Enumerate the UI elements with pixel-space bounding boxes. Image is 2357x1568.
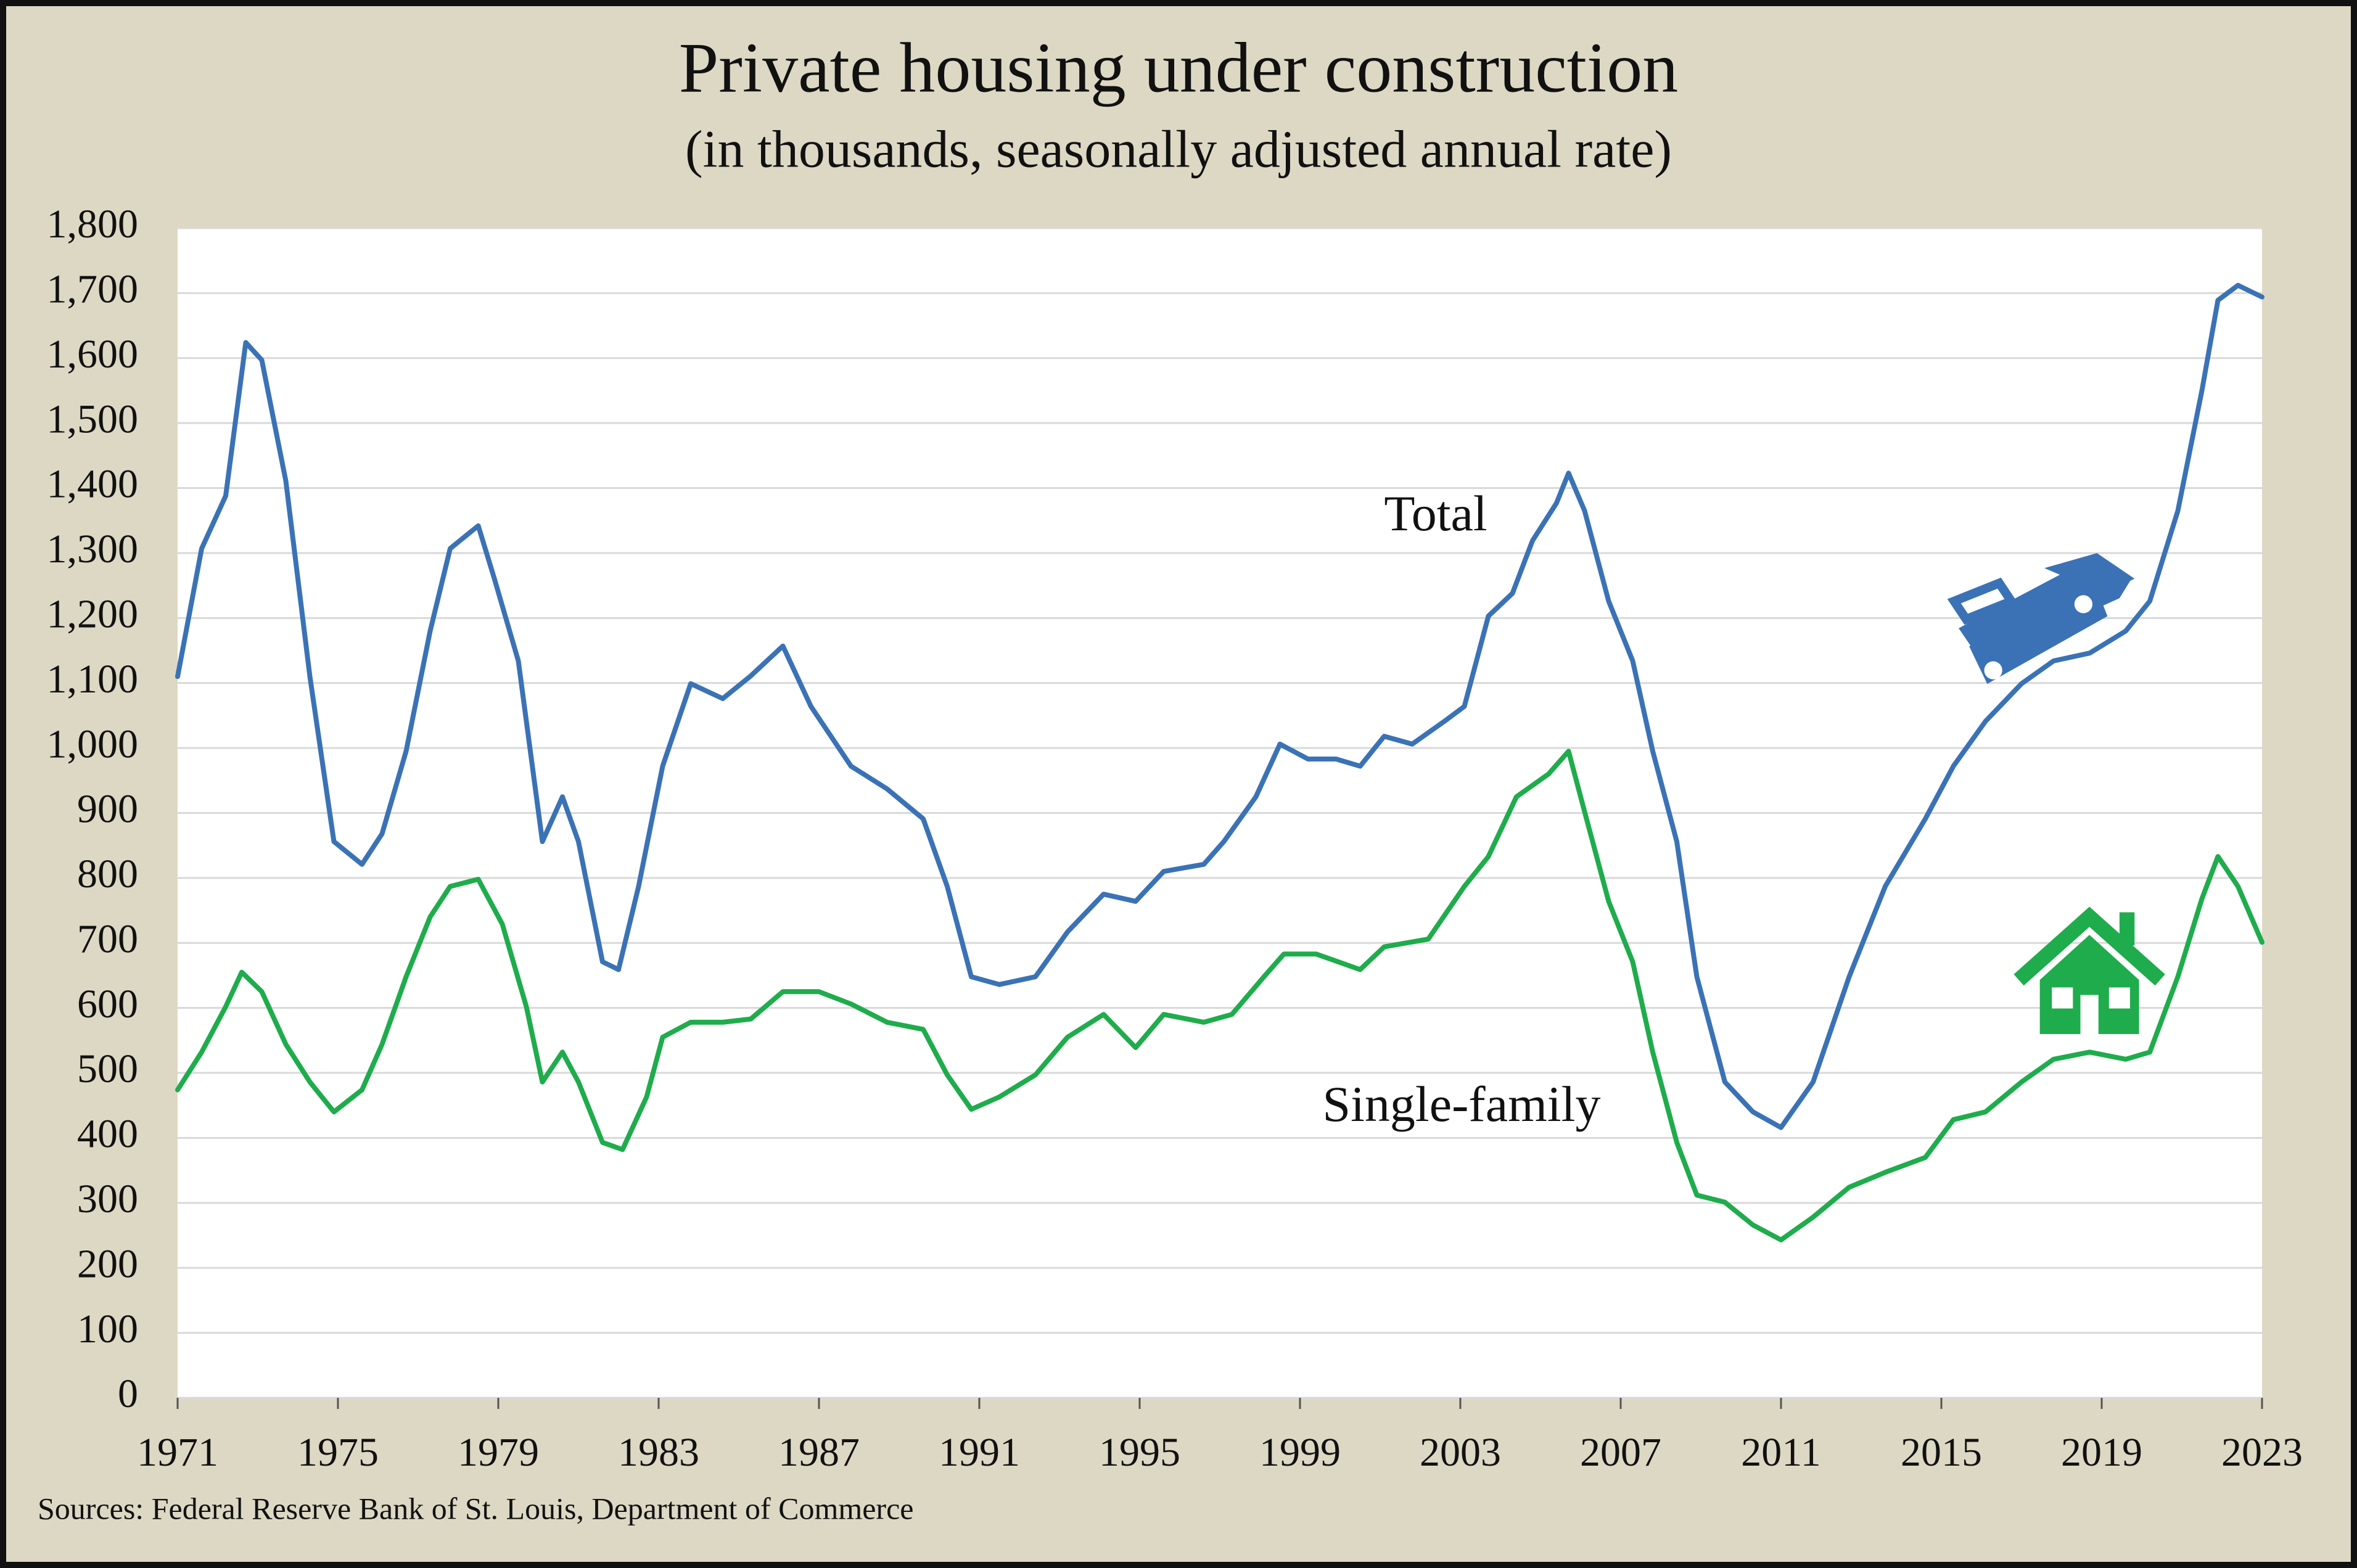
y-tick-label: 1,400 [47, 462, 139, 507]
annotation: Single-family [1323, 1076, 1601, 1132]
icons [1947, 553, 2165, 1034]
y-tick-label: 800 [77, 852, 138, 897]
x-tick-label: 1995 [1099, 1430, 1180, 1475]
data-line [175, 749, 2264, 1242]
y-tick-label: 400 [77, 1112, 138, 1157]
y-tick-label: 1,100 [47, 657, 139, 702]
y-tick-label: 1,200 [47, 591, 139, 636]
chart-title: Private housing under construction [679, 29, 1679, 108]
x-tick-label: 1983 [618, 1430, 699, 1475]
y-tick-label: 900 [77, 787, 138, 832]
y-tick-label: 500 [77, 1046, 138, 1091]
y-tick-label: 1,700 [47, 267, 139, 312]
x-tick-label: 2007 [1580, 1430, 1661, 1475]
house-icon [2014, 906, 2165, 1034]
y-tick-label: 600 [77, 982, 138, 1027]
bulldozer-icon [1947, 553, 2135, 684]
x-tick-label: 1975 [297, 1430, 379, 1475]
x-tick-label: 1979 [458, 1430, 539, 1475]
source: Sources: Federal Reserve Bank of St. Lou… [38, 1491, 913, 1525]
y-tick-label: 1,800 [47, 202, 139, 247]
y-tick-label: 200 [77, 1241, 138, 1286]
y-tick-label: 1,000 [47, 721, 139, 766]
y-tick-label: 300 [77, 1176, 138, 1221]
chart-subtitle: (in thousands, seasonally adjusted annua… [685, 120, 1672, 179]
x-tick-label: 1999 [1259, 1430, 1341, 1475]
x-tick-label: 2011 [1741, 1430, 1821, 1475]
x-tick-label: 1971 [137, 1430, 218, 1475]
x-tick-label: 2003 [1420, 1430, 1501, 1475]
annotation: Total [1384, 485, 1487, 541]
x-tick-label: 1991 [939, 1430, 1020, 1475]
y-tick-label: 100 [77, 1307, 138, 1352]
y-tick-label: 0 [118, 1371, 138, 1416]
x-tick-label: 2019 [2061, 1430, 2142, 1475]
x-tick-label: 2015 [1901, 1430, 1982, 1475]
data-line [175, 282, 2264, 1130]
y-tick-label: 1,600 [47, 332, 139, 377]
y-tick-label: 700 [77, 916, 138, 961]
y-tick-label: 1,500 [47, 396, 139, 441]
x-tick-label: 2023 [2221, 1430, 2303, 1475]
y-tick-label: 1,300 [47, 527, 139, 572]
x-tick-label: 1987 [778, 1430, 860, 1475]
plot-layer: 0 100 200 300 400 500 600 700 800 900 1,000 1,100 1,… [47, 202, 2303, 1475]
